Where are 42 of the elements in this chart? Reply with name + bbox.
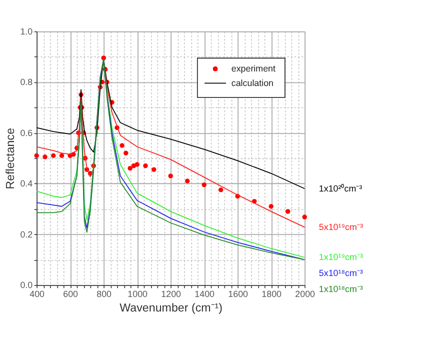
point	[134, 162, 140, 167]
legend-label: experiment	[231, 64, 276, 74]
x-tick-label: 1200	[161, 289, 182, 300]
y-tick-label: 0.2	[20, 229, 33, 240]
point	[124, 150, 128, 156]
point	[51, 153, 56, 158]
point	[185, 178, 190, 184]
x-tick-label: 800	[96, 289, 112, 300]
y-tick-label: 0.8	[20, 77, 33, 88]
point	[143, 163, 148, 168]
point	[42, 154, 48, 160]
point	[34, 153, 39, 158]
x-tick-label: 2000	[295, 289, 316, 300]
point	[120, 143, 124, 148]
point	[152, 167, 156, 172]
point	[302, 214, 307, 220]
x-axis-title: Wavenumber (cm⁻¹)	[120, 301, 223, 314]
point	[168, 174, 173, 178]
y-tick-label: 0.6	[20, 128, 33, 138]
series-label: 5x10¹⁸cm⁻³	[318, 268, 363, 278]
x-tick-label: 1600	[228, 289, 248, 300]
x-tick-label: 1000	[128, 289, 148, 300]
x-tick-label: 1400	[194, 289, 215, 300]
series-label: 1x10²⁰cm⁻³	[318, 183, 362, 194]
point	[101, 56, 106, 60]
text: 1x10¹⁸cm⁻³	[318, 284, 363, 294]
y-tick-label: 0.0	[20, 280, 33, 290]
y-tick-label: 0.4	[20, 178, 33, 189]
y-axis-title: Reflectance	[4, 128, 17, 190]
point	[286, 209, 290, 214]
series-label: 5x10¹⁹cm⁻³	[318, 222, 363, 232]
point	[268, 204, 274, 209]
point	[128, 166, 132, 171]
x-tick-label: 1800	[262, 289, 282, 300]
point	[59, 153, 64, 158]
point	[202, 182, 206, 188]
y-tick-label: 1.0	[20, 26, 33, 36]
annotation: calculation	[231, 78, 274, 88]
x-tick-label: 400	[30, 289, 45, 300]
point	[218, 188, 224, 192]
x-tick-label: 600	[63, 289, 78, 300]
series-label: 1x10¹⁹cm⁻³	[318, 252, 363, 262]
